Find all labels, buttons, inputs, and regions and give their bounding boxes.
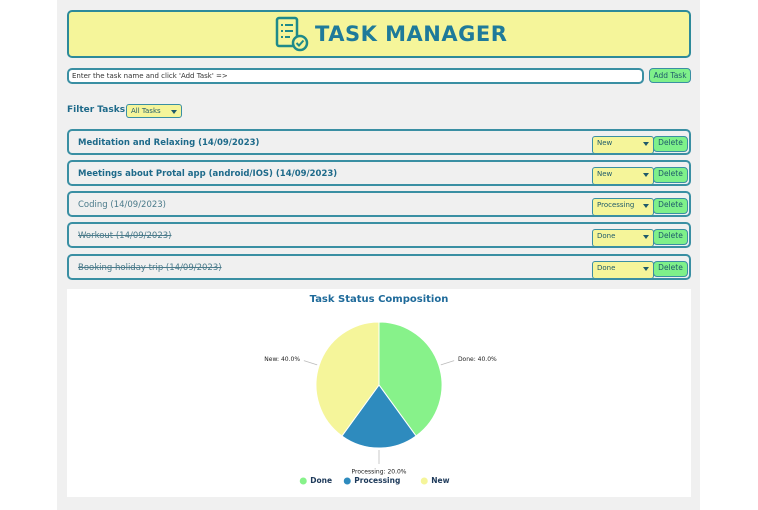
task-text: Meetings about Protal app (android/IOS) … bbox=[78, 169, 338, 179]
status-select[interactable]: New bbox=[592, 136, 654, 154]
legend-label: Done bbox=[310, 476, 332, 485]
task-icon bbox=[275, 16, 309, 52]
task-text: Workout (14/09/2023) bbox=[78, 231, 172, 241]
delete-button[interactable]: Delete bbox=[653, 136, 688, 152]
task-row: Coding (14/09/2023) Processing Delete bbox=[67, 191, 691, 217]
legend-swatch bbox=[420, 477, 428, 485]
legend-swatch bbox=[343, 477, 351, 485]
task-text: Meditation and Relaxing (14/09/2023) bbox=[78, 138, 260, 148]
status-select[interactable]: Done bbox=[592, 229, 654, 247]
status-select[interactable]: Processing bbox=[592, 198, 654, 216]
legend-label: Processing bbox=[354, 476, 400, 485]
task-row: Meditation and Relaxing (14/09/2023) New… bbox=[67, 129, 691, 155]
leader-line bbox=[440, 360, 455, 366]
task-text: Booking holiday trip (14/09/2023) bbox=[78, 263, 222, 273]
pie-slice bbox=[341, 384, 417, 449]
delete-button[interactable]: Delete bbox=[653, 261, 688, 277]
legend-swatch bbox=[299, 477, 307, 485]
task-input[interactable]: Enter the task name and click 'Add Task'… bbox=[67, 68, 644, 84]
data-label: New: 40.0% bbox=[264, 356, 300, 363]
data-label: Processing: 20.0% bbox=[351, 469, 406, 476]
status-select[interactable]: Done bbox=[592, 261, 654, 279]
delete-button[interactable]: Delete bbox=[653, 229, 688, 245]
delete-button[interactable]: Delete bbox=[653, 167, 688, 183]
filter-label: Filter Tasks: bbox=[67, 105, 129, 115]
chart-title: Task Status Composition bbox=[310, 294, 449, 305]
legend-label: New bbox=[431, 476, 449, 485]
add-task-button[interactable]: Add Task bbox=[649, 68, 691, 83]
pie-slice bbox=[378, 321, 443, 437]
app-title: TASK MANAGER bbox=[315, 22, 508, 46]
leader-line bbox=[303, 360, 318, 366]
header bbox=[67, 10, 691, 58]
filter-select[interactable]: All Tasks bbox=[126, 104, 182, 118]
task-row: Workout (14/09/2023) Done Delete bbox=[67, 222, 691, 248]
data-label: Done: 40.0% bbox=[458, 356, 497, 363]
status-select[interactable]: New bbox=[592, 167, 654, 185]
delete-button[interactable]: Delete bbox=[653, 198, 688, 214]
task-row: Meetings about Protal app (android/IOS) … bbox=[67, 160, 691, 186]
pie-chart: Task Status Composition Done: 40.0% Proce… bbox=[264, 294, 497, 485]
pie-slice bbox=[315, 321, 380, 437]
task-row: Booking holiday trip (14/09/2023) Done D… bbox=[67, 254, 691, 280]
task-text: Coding (14/09/2023) bbox=[78, 200, 167, 210]
